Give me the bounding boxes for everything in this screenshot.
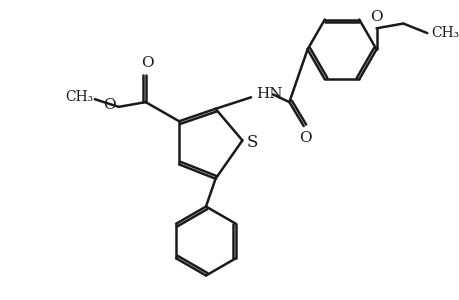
Text: CH₃: CH₃ xyxy=(65,90,93,104)
Text: HN: HN xyxy=(255,87,282,101)
Text: S: S xyxy=(246,134,257,151)
Text: O: O xyxy=(369,11,382,25)
Text: O: O xyxy=(141,56,153,70)
Text: O: O xyxy=(299,131,311,145)
Text: O: O xyxy=(103,98,116,112)
Text: CH₃: CH₃ xyxy=(430,26,458,40)
